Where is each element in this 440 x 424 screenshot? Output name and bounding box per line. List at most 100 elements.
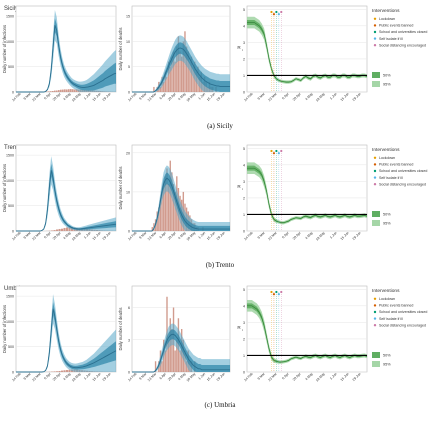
rt-ci95 [247, 162, 367, 225]
deaths-ytick-label: 15 [126, 15, 130, 19]
rt-ytick-label: 5 [243, 147, 245, 151]
infections-bar [63, 227, 66, 231]
infections-mean-line [16, 170, 117, 232]
rt-mean-line [247, 167, 368, 224]
rt-intervention-dot [280, 149, 283, 153]
rt-legend-ci95-swatch [372, 81, 380, 87]
rt-intervention-dot [275, 290, 278, 294]
rt-xtick-label: 23 Mar [267, 230, 278, 241]
rt-ytick-label: 1 [243, 74, 245, 78]
rt-legend-ci50-label: 50% [383, 213, 391, 217]
rt-legend-item: Self isolate if ill [379, 176, 403, 180]
rt-ytick-label: 1 [243, 354, 245, 358]
infections-xtick-label: 15 Jun [92, 92, 102, 102]
deaths-bar [167, 184, 170, 231]
deaths-bar [151, 227, 153, 231]
infections-bar [51, 230, 54, 231]
rt-legend-ci50-swatch [372, 72, 380, 78]
deaths-xtick-label: 6 Apr [159, 91, 168, 100]
rt-legend-title: Interventions [372, 288, 400, 294]
rt-intervention-dot [275, 10, 278, 14]
rt-ytick-label: 1 [243, 213, 245, 217]
deaths-bar [159, 86, 162, 92]
infections-bar [53, 371, 56, 372]
rt-xtick-label: 29 Jun [352, 92, 362, 102]
infections-bar [58, 90, 60, 92]
rt-legend-ci50-label: 50% [383, 74, 391, 78]
deaths-ytick-label: 0 [128, 91, 130, 95]
deaths-ytick-label: 10 [126, 40, 130, 44]
infections-xtick-label: 23 Mar [31, 230, 42, 241]
rt-legend-item: Self isolate if ill [379, 37, 403, 41]
deaths-ylabel: Daily number of deaths [118, 166, 123, 209]
rt-xtick-label: 1 Jun [329, 372, 338, 381]
rt-legend-item: Public events banned [379, 163, 413, 167]
rt-ytick-label: 3 [243, 180, 245, 184]
infections-bar [48, 91, 50, 92]
deaths-bar [172, 184, 175, 231]
infections-ytick-label: 1000 [6, 320, 14, 324]
infections-ytick-label: 1500 [6, 154, 14, 158]
infections-ytick-label: 0 [12, 91, 14, 95]
rt-xtick-label: 1 Jun [329, 92, 338, 101]
infections-bar [61, 370, 64, 372]
infections-ytick-label: 500 [8, 204, 14, 208]
rt-legend-title: Interventions [372, 8, 400, 14]
subfigure-caption: (c) Umbria [205, 401, 237, 409]
rt-legend-marker [373, 310, 377, 314]
rt-legend-marker [373, 37, 377, 40]
rt-legend-item: School and universities closed [379, 30, 427, 34]
rt-legend-marker [373, 183, 377, 186]
deaths-ytick-label: 3 [128, 338, 130, 342]
infections-bar [66, 369, 69, 372]
infections-xtick-label: 29 Jun [102, 372, 112, 382]
rt-legend-ci50-label: 50% [383, 354, 391, 358]
rt-xtick-label: 1 Jun [329, 231, 338, 240]
deaths-bar [182, 41, 185, 92]
deaths-xtick-label: 15 Jun [206, 231, 216, 241]
rt-xtick-label: 23 Mar [267, 371, 278, 382]
deaths-band-inner [132, 329, 230, 372]
deaths-bar [179, 51, 181, 92]
deaths-xtick-label: 9 Mar [138, 91, 148, 101]
infections-ytick-label: 1500 [6, 295, 14, 299]
deaths-bar [166, 168, 168, 231]
deaths-xtick-label: 6 Apr [159, 371, 168, 380]
rt-legend-ci95-label: 95% [383, 222, 391, 226]
deaths-bar [174, 191, 176, 231]
rt-xtick-label: 9 Mar [257, 91, 267, 101]
rt-xtick-label: 24 Feb [243, 231, 253, 241]
rt-legend-marker [373, 297, 377, 300]
rt-intervention-dot [280, 290, 283, 294]
deaths-xtick-label: 29 Jun [216, 372, 226, 382]
infections-xtick-label: 20 Apr [52, 230, 62, 240]
deaths-bar [158, 207, 160, 231]
deaths-bar [161, 191, 163, 231]
rt-legend-marker [373, 30, 377, 34]
region-title: Trento [4, 145, 22, 151]
rt-ytick-label: 4 [243, 24, 245, 28]
deaths-xtick-label: 29 Jun [216, 231, 226, 241]
rt-xtick-label: 24 Feb [243, 372, 253, 382]
infections-mean-line [16, 308, 117, 373]
deaths-bar [164, 176, 167, 231]
rt-legend-ci50-swatch [372, 352, 380, 358]
infections-bar [68, 89, 70, 92]
infections-xtick-label: 1 Jun [83, 372, 92, 381]
rt-legend-marker [373, 17, 377, 20]
deaths-bar [167, 61, 170, 92]
deaths-bar [159, 199, 162, 231]
rt-xtick-label: 29 Jun [352, 231, 362, 241]
infections-xtick-label: 1 Jun [83, 92, 92, 101]
infections-ylabel: Daily number of infections [2, 25, 7, 73]
infections-xtick-label: 18 May [71, 372, 82, 383]
infections-bar [60, 89, 62, 92]
deaths-bar [164, 350, 167, 372]
infections-bar [66, 89, 68, 92]
infections-ylabel: Daily number of infections [2, 164, 7, 212]
infections-ytick-label: 0 [12, 230, 14, 234]
rt-intervention-dot [270, 290, 273, 294]
rt-xtick-label: 15 Jun [340, 231, 350, 241]
deaths-bar [174, 61, 176, 92]
